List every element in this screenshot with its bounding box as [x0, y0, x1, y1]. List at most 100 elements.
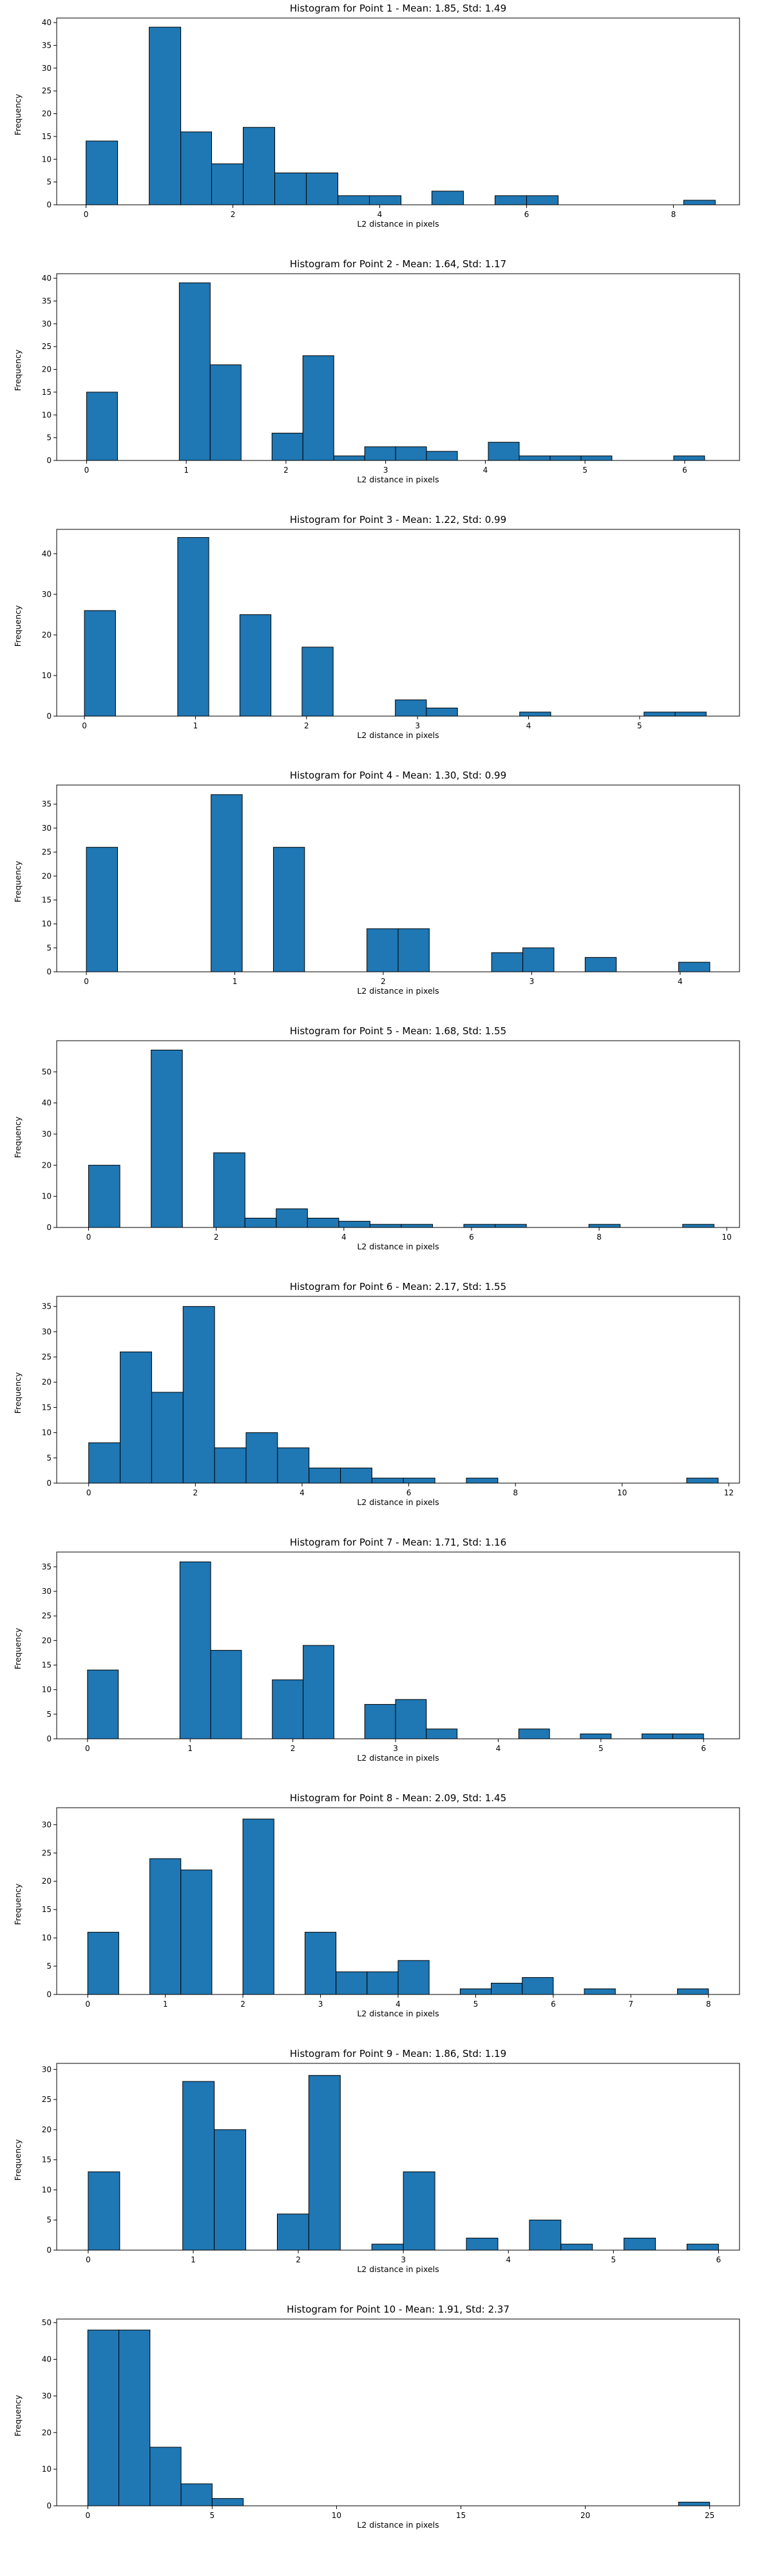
y-tick-label: 35 — [42, 800, 52, 809]
y-axis-label: Frequency — [13, 1883, 23, 1926]
y-tick-label: 30 — [42, 2391, 52, 2400]
plot-frame — [56, 1551, 740, 1739]
histogram-bar — [426, 451, 458, 461]
histogram-bar — [686, 2244, 719, 2251]
x-axis-label: L2 distance in pixels — [357, 1753, 439, 1763]
histogram-bar — [151, 1392, 184, 1484]
histogram-bar — [677, 1988, 709, 1995]
y-tick-label: 15 — [42, 1905, 52, 1914]
histogram-bar — [303, 1645, 334, 1739]
histogram-bar — [180, 131, 212, 205]
histogram-bar — [302, 355, 334, 461]
histogram-bar — [242, 1819, 274, 1995]
y-axis-label: Frequency — [13, 2139, 23, 2181]
y-tick-label: 15 — [42, 1661, 52, 1670]
histogram-bar — [88, 1442, 121, 1484]
y-tick-label: 30 — [42, 1130, 52, 1139]
y-axis-label: Frequency — [13, 349, 23, 392]
histogram-bar — [644, 712, 676, 717]
histogram-plot: 0 1 2 3 4 0 5 10 15 20 25 30 35 — [42, 784, 740, 986]
x-tick-label: 10 — [332, 2511, 341, 2520]
x-tick-label: 3 — [318, 2000, 323, 2009]
plot-frame — [56, 2063, 740, 2251]
x-tick-label: 1 — [187, 1744, 193, 1753]
y-tick-label: 40 — [42, 2355, 52, 2364]
y-tick-label: 30 — [42, 590, 52, 599]
histogram-bar — [211, 2498, 244, 2506]
x-axis-label: L2 distance in pixels — [357, 1497, 439, 1507]
y-tick-label: 40 — [42, 274, 52, 283]
plot-frame — [56, 273, 740, 461]
y-tick-label: 20 — [42, 1877, 52, 1886]
y-axis-label: Frequency — [13, 1116, 23, 1159]
histogram-plot: 0 1 2 3 4 5 0 10 20 30 40 — [42, 529, 740, 730]
y-tick-label: 10 — [42, 2465, 52, 2474]
x-tick-label: 0 — [82, 721, 87, 730]
histogram-bar — [274, 172, 307, 205]
histogram-bar — [491, 952, 524, 972]
histogram-bar — [395, 699, 427, 717]
y-tick-label: 30 — [42, 319, 52, 328]
histogram-plot: 0 1 2 3 4 5 6 0 5 10 15 20 25 30 35 — [42, 1551, 740, 1753]
histogram-plot: 0 1 2 3 4 5 6 0 5 10 15 20 25 30 35 40 — [42, 273, 740, 475]
y-tick-label: 0 — [46, 712, 52, 721]
histogram-bar — [213, 1152, 245, 1228]
histogram-bar — [87, 2329, 120, 2506]
x-tick-label: 6 — [701, 1744, 706, 1753]
histogram-bar — [88, 2171, 120, 2251]
histogram-bar — [495, 1224, 527, 1228]
x-tick-label: 6 — [469, 1233, 474, 1242]
histogram-bar — [88, 1164, 120, 1228]
histogram-bar — [683, 200, 716, 205]
histogram-chart: Histogram for Point 4 - Mean: 1.30, Std:… — [0, 767, 773, 1022]
histogram-plot: 0 1 2 3 4 5 6 7 8 0 5 10 15 20 25 30 — [42, 1807, 740, 2009]
x-tick-label: 20 — [580, 2511, 590, 2520]
y-tick-label: 35 — [42, 1562, 52, 1571]
histogram-bar — [426, 1728, 458, 1739]
histogram-bar — [364, 1704, 396, 1739]
x-tick-label: 4 — [496, 1744, 501, 1753]
y-tick-label: 0 — [46, 2501, 52, 2510]
histogram-bar — [84, 610, 116, 717]
histogram-plot: 0 2 4 6 8 0 5 10 15 20 25 30 35 40 — [42, 17, 740, 219]
histogram-bar — [239, 614, 272, 717]
x-tick-label: 7 — [629, 2000, 634, 2009]
histogram-bar — [549, 455, 582, 461]
x-tick-label: 8 — [513, 1488, 518, 1497]
histogram-bar — [151, 1050, 183, 1228]
x-tick-label: 10 — [722, 1233, 732, 1242]
chart-title: Histogram for Point 6 - Mean: 2.17, Std:… — [289, 1281, 507, 1293]
y-tick-label: 15 — [42, 388, 52, 397]
histogram-bar — [466, 1477, 499, 1484]
y-tick-label: 50 — [42, 1067, 52, 1076]
y-tick-label: 0 — [46, 200, 52, 209]
chart-title: Histogram for Point 8 - Mean: 2.09, Std:… — [289, 1792, 507, 1804]
x-tick-label: 0 — [86, 2255, 91, 2264]
y-tick-label: 15 — [42, 132, 52, 141]
x-tick-label: 2 — [240, 2000, 245, 2009]
y-tick-label: 20 — [42, 1636, 52, 1645]
histogram-bar — [672, 1733, 704, 1739]
histogram-bar — [180, 2483, 213, 2506]
x-tick-label: 5 — [582, 466, 587, 475]
histogram-bar — [178, 282, 211, 461]
x-tick-label: 8 — [671, 210, 676, 219]
y-tick-label: 35 — [42, 296, 52, 305]
y-tick-label: 10 — [42, 2185, 52, 2194]
y-tick-label: 30 — [42, 1327, 52, 1336]
histogram-bar — [403, 1477, 435, 1484]
x-tick-label: 2 — [193, 1488, 198, 1497]
histogram-bar — [119, 2329, 151, 2506]
histogram-bar — [306, 172, 339, 205]
x-axis-label: L2 distance in pixels — [357, 2009, 439, 2018]
histogram-bar — [624, 2237, 656, 2251]
x-tick-label: 5 — [637, 721, 642, 730]
histogram-bar — [369, 195, 402, 205]
histogram-bar — [682, 1224, 714, 1228]
histogram-bar — [580, 455, 613, 461]
x-axis-label: L2 distance in pixels — [357, 219, 439, 229]
histogram-bar — [494, 195, 527, 205]
histogram-bar — [371, 2244, 404, 2251]
x-tick-label: 3 — [383, 466, 388, 475]
histogram-bar — [245, 1432, 278, 1484]
